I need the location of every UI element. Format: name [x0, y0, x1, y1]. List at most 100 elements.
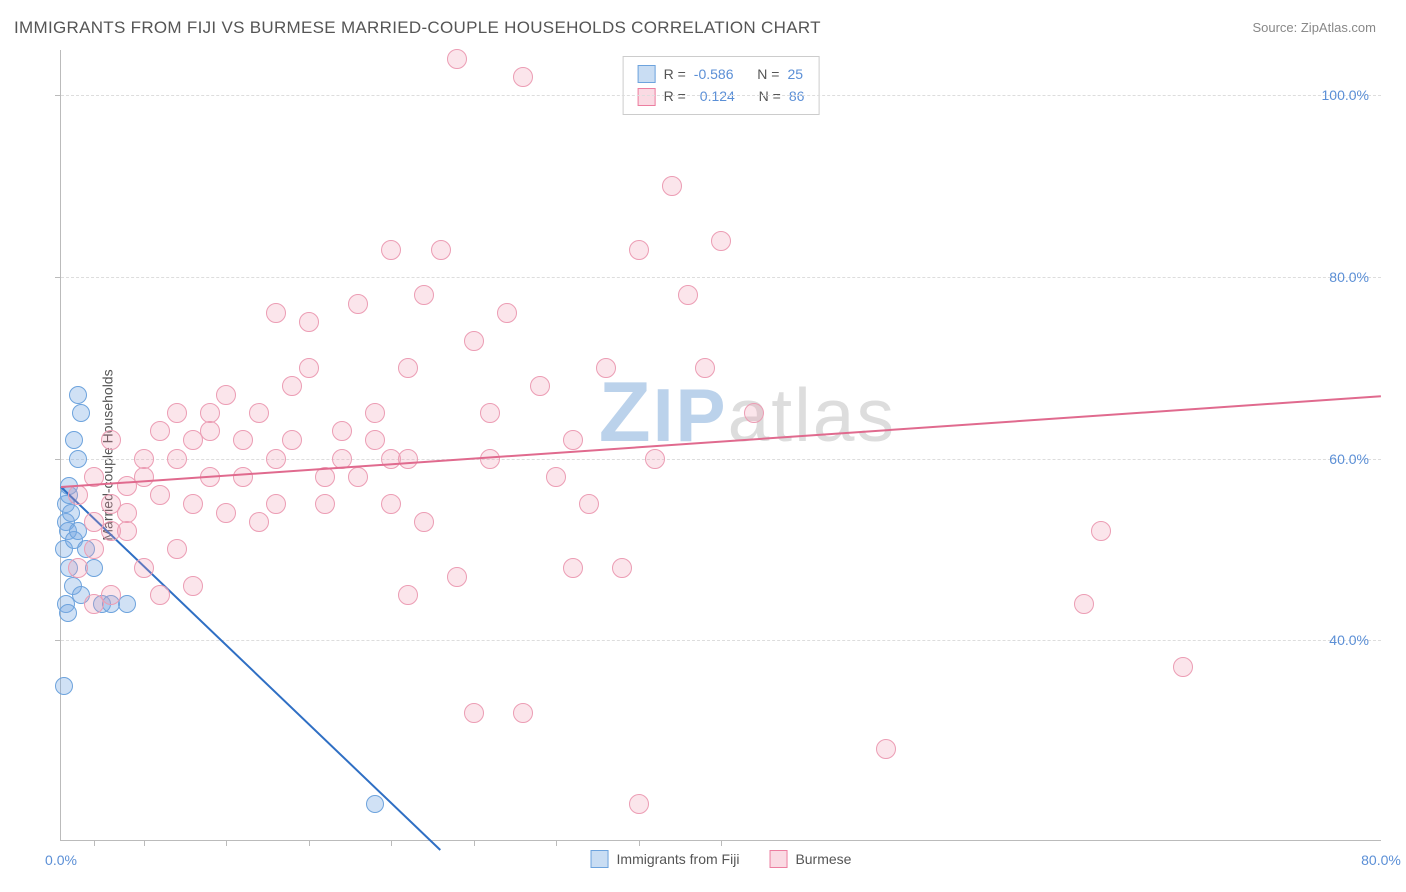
swatch-blue — [591, 850, 609, 868]
swatch-blue — [638, 65, 656, 83]
scatter-point — [167, 403, 187, 423]
chart-title: IMMIGRANTS FROM FIJI VS BURMESE MARRIED-… — [14, 18, 821, 38]
source-link[interactable]: ZipAtlas.com — [1301, 20, 1376, 35]
scatter-point — [200, 403, 220, 423]
scatter-point — [579, 494, 599, 514]
n-label: N = — [759, 85, 781, 107]
scatter-point — [1091, 521, 1111, 541]
x-minor-tick — [721, 840, 722, 846]
x-minor-tick — [391, 840, 392, 846]
scatter-point — [183, 576, 203, 596]
r-value-fiji: -0.586 — [694, 63, 734, 85]
scatter-point — [546, 467, 566, 487]
scatter-point — [282, 430, 302, 450]
scatter-point — [167, 539, 187, 559]
scatter-point — [1173, 657, 1193, 677]
scatter-point — [200, 421, 220, 441]
scatter-point — [266, 303, 286, 323]
scatter-point — [678, 285, 698, 305]
scatter-point — [72, 404, 90, 422]
gridline — [61, 277, 1381, 278]
scatter-point — [134, 449, 154, 469]
y-tick-label: 40.0% — [1329, 632, 1369, 648]
scatter-point — [662, 176, 682, 196]
scatter-point — [118, 595, 136, 613]
gridline — [61, 640, 1381, 641]
scatter-point — [711, 231, 731, 251]
scatter-point — [69, 450, 87, 468]
gridline — [61, 95, 1381, 96]
scatter-point — [381, 240, 401, 260]
scatter-point — [65, 431, 83, 449]
x-minor-tick — [94, 840, 95, 846]
scatter-point — [1074, 594, 1094, 614]
n-value-fiji: 25 — [787, 63, 803, 85]
legend-label-burmese: Burmese — [795, 851, 851, 867]
scatter-point — [497, 303, 517, 323]
x-minor-tick — [144, 840, 145, 846]
scatter-point — [117, 503, 137, 523]
scatter-point — [348, 467, 368, 487]
x-minor-tick — [556, 840, 557, 846]
legend-label-fiji: Immigrants from Fiji — [617, 851, 740, 867]
scatter-point — [348, 294, 368, 314]
scatter-point — [414, 512, 434, 532]
gridline — [61, 459, 1381, 460]
plot-area: ZIPatlas R = -0.586 N = 25 R = 0.124 N =… — [60, 50, 1381, 841]
scatter-point — [695, 358, 715, 378]
scatter-point — [216, 385, 236, 405]
scatter-point — [101, 521, 121, 541]
scatter-point — [55, 677, 73, 695]
scatter-point — [530, 376, 550, 396]
scatter-point — [563, 430, 583, 450]
scatter-point — [266, 494, 286, 514]
legend-item-burmese: Burmese — [769, 850, 851, 868]
scatter-point — [513, 703, 533, 723]
scatter-point — [167, 449, 187, 469]
legend-row-burmese: R = 0.124 N = 86 — [638, 85, 805, 107]
scatter-point — [233, 467, 253, 487]
correlation-legend: R = -0.586 N = 25 R = 0.124 N = 86 — [623, 56, 820, 115]
swatch-pink — [638, 88, 656, 106]
scatter-point — [876, 739, 896, 759]
scatter-point — [629, 240, 649, 260]
scatter-point — [134, 467, 154, 487]
source-label: Source: — [1252, 20, 1300, 35]
scatter-point — [464, 703, 484, 723]
trendline-fiji — [60, 486, 441, 851]
scatter-point — [332, 421, 352, 441]
y-tick-label: 80.0% — [1329, 269, 1369, 285]
scatter-point — [629, 794, 649, 814]
scatter-point — [233, 430, 253, 450]
n-label: N = — [757, 63, 779, 85]
scatter-point — [381, 494, 401, 514]
legend-item-fiji: Immigrants from Fiji — [591, 850, 740, 868]
scatter-point — [447, 49, 467, 69]
x-minor-tick — [309, 840, 310, 846]
scatter-point — [183, 494, 203, 514]
r-label: R = — [664, 63, 686, 85]
scatter-point — [84, 594, 104, 614]
scatter-point — [447, 567, 467, 587]
scatter-point — [365, 430, 385, 450]
scatter-point — [249, 403, 269, 423]
scatter-point — [366, 795, 384, 813]
scatter-point — [216, 503, 236, 523]
x-tick-label: 0.0% — [45, 852, 77, 868]
scatter-point — [464, 331, 484, 351]
swatch-pink — [769, 850, 787, 868]
scatter-point — [150, 585, 170, 605]
scatter-point — [645, 449, 665, 469]
scatter-point — [266, 449, 286, 469]
source-attribution: Source: ZipAtlas.com — [1252, 20, 1376, 35]
x-minor-tick — [226, 840, 227, 846]
scatter-point — [744, 403, 764, 423]
x-tick-label: 80.0% — [1361, 852, 1401, 868]
scatter-point — [69, 386, 87, 404]
scatter-point — [101, 430, 121, 450]
r-value-burmese: 0.124 — [700, 85, 735, 107]
scatter-point — [596, 358, 616, 378]
scatter-point — [513, 67, 533, 87]
x-minor-tick — [474, 840, 475, 846]
scatter-point — [299, 312, 319, 332]
